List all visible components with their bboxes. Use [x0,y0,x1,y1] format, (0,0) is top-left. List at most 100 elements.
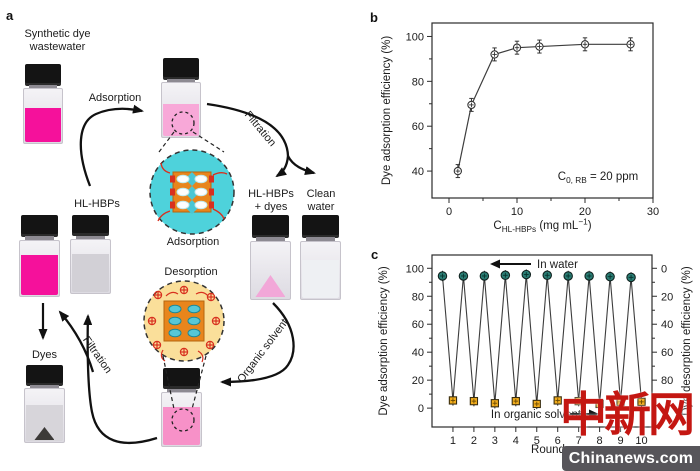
vial-synthetic-dye-wastewater [22,64,64,144]
svg-text:5: 5 [534,435,540,447]
svg-text:2: 2 [471,435,477,447]
vial-cap [24,64,62,86]
vial-body [160,82,202,138]
vial-cap [71,215,110,237]
svg-text:20: 20 [661,291,673,303]
clear-liquid [71,254,110,292]
vial-body [160,391,203,447]
vial-neck [166,388,197,393]
panel-a-letter: a [6,8,14,23]
vial-body [18,239,61,297]
vial-hl-hbps-pink [18,215,61,297]
svg-text:0: 0 [418,403,424,415]
svg-text:20: 20 [579,206,591,218]
pink-precipitate-cone [255,275,286,297]
svg-text:40: 40 [412,347,424,359]
label-dyes: Dyes [31,349,58,361]
vial-neck [75,235,106,240]
svg-text:In water: In water [537,259,578,271]
svg-text:30: 30 [647,206,659,218]
svg-text:1: 1 [450,435,456,447]
svg-text:60: 60 [412,121,424,133]
svg-text:In organic solvent: In organic solvent [491,409,582,421]
vial-adsorption-mixture [160,58,202,138]
vial-cap [25,365,64,387]
svg-text:60: 60 [661,347,673,359]
svg-text:7: 7 [576,435,582,447]
chinanews-watermark-url: Chinanews.com [568,449,694,467]
vial-body [23,388,66,443]
vial-neck [29,385,60,390]
svg-text:10: 10 [511,206,523,218]
panel-b-letter: b [370,10,378,25]
svg-text:40: 40 [661,319,673,331]
vial-cap [162,368,201,390]
svg-text:9: 9 [618,435,624,447]
svg-text:80: 80 [412,291,424,303]
panel-c-letter: c [371,247,379,262]
vial-cap [301,215,340,238]
vial-neck [255,237,286,242]
chinanews-watermark-band: Chinanews.com [562,446,700,471]
faded-pink-liquid [162,407,201,445]
svg-text:100: 100 [406,31,424,43]
svg-text:CHL-HBPs (mg mL−1): CHL-HBPs (mg mL−1) [493,218,591,234]
label-hl-hbps-dyes: HL-HBPs + dyes [248,188,294,213]
svg-text:60: 60 [412,319,424,331]
label-clean-water: Clean water [306,188,336,213]
filtration-bottom-arrow [58,310,158,445]
svg-text:6: 6 [555,435,561,447]
svg-text:80: 80 [412,76,424,88]
vial-clean-water [299,215,342,300]
vial-body [299,240,342,300]
svg-text:20: 20 [412,375,424,387]
vial-desorption-mixture [160,368,203,447]
svg-text:0: 0 [661,263,667,275]
pink-dye-liquid [20,255,59,295]
svg-text:40: 40 [412,166,424,178]
svg-text:0: 0 [446,206,452,218]
charged-dye-icons [147,285,221,363]
vial-body [69,238,112,294]
adsorption-arrow [79,104,144,187]
label-synthetic-dye-wastewater: Synthetic dye wastewater [24,28,91,53]
vial-hl-hbps-plus-dyes [249,215,292,300]
vial-cap [251,215,290,238]
clean-water-liquid [301,260,340,298]
svg-text:Dye adsorption efficiency (%): Dye adsorption efficiency (%) [381,36,393,186]
vial-hl-hbps-clear [69,215,112,294]
label-filtration-bottom: Filtration [79,334,115,376]
vial-body [22,88,64,144]
vial-neck [305,237,336,242]
label-hl-hbps: HL-HBPs [74,198,120,210]
label-adsorption-arrow: Adsorption [88,92,142,104]
chart-b-adsorption-efficiency: 0 10 20 30 40 60 80 100 CHL-HBPs (mg mL−1) Dye ad… [381,22,659,234]
label-desorption-schematic: Desorption [164,266,218,278]
label-organic-solvent: Organic solvent [235,316,291,386]
svg-text:100: 100 [406,263,424,275]
light-pink-liquid [162,104,200,136]
svg-text:Round: Round [531,444,565,456]
chinanews-watermark-cn: 中新网 [560,388,695,443]
pink-dye-liquid [24,108,62,142]
svg-text:4: 4 [513,435,519,447]
svg-text:Dye desorption efficiency (%): Dye desorption efficiency (%) [681,266,693,416]
vial-body [249,240,292,300]
label-adsorption-schematic: Adsorption [166,236,220,248]
svg-text:80: 80 [661,375,673,387]
vial-dyes [23,365,66,443]
svg-text:10: 10 [635,435,647,447]
svg-text:3: 3 [492,435,498,447]
svg-text:C0, RB = 20 ppm: C0, RB = 20 ppm [558,171,638,185]
vial-cap [162,58,200,80]
svg-text:8: 8 [597,435,603,447]
vial-cap [20,215,59,238]
vial-neck [24,236,55,241]
vial-neck [166,78,196,83]
vial-neck [28,84,58,89]
svg-text:Dye adsorption efficiency (%): Dye adsorption efficiency (%) [378,266,390,416]
organic-solvent-arrow [220,302,295,387]
label-filtration-top: Filtration [241,108,279,150]
